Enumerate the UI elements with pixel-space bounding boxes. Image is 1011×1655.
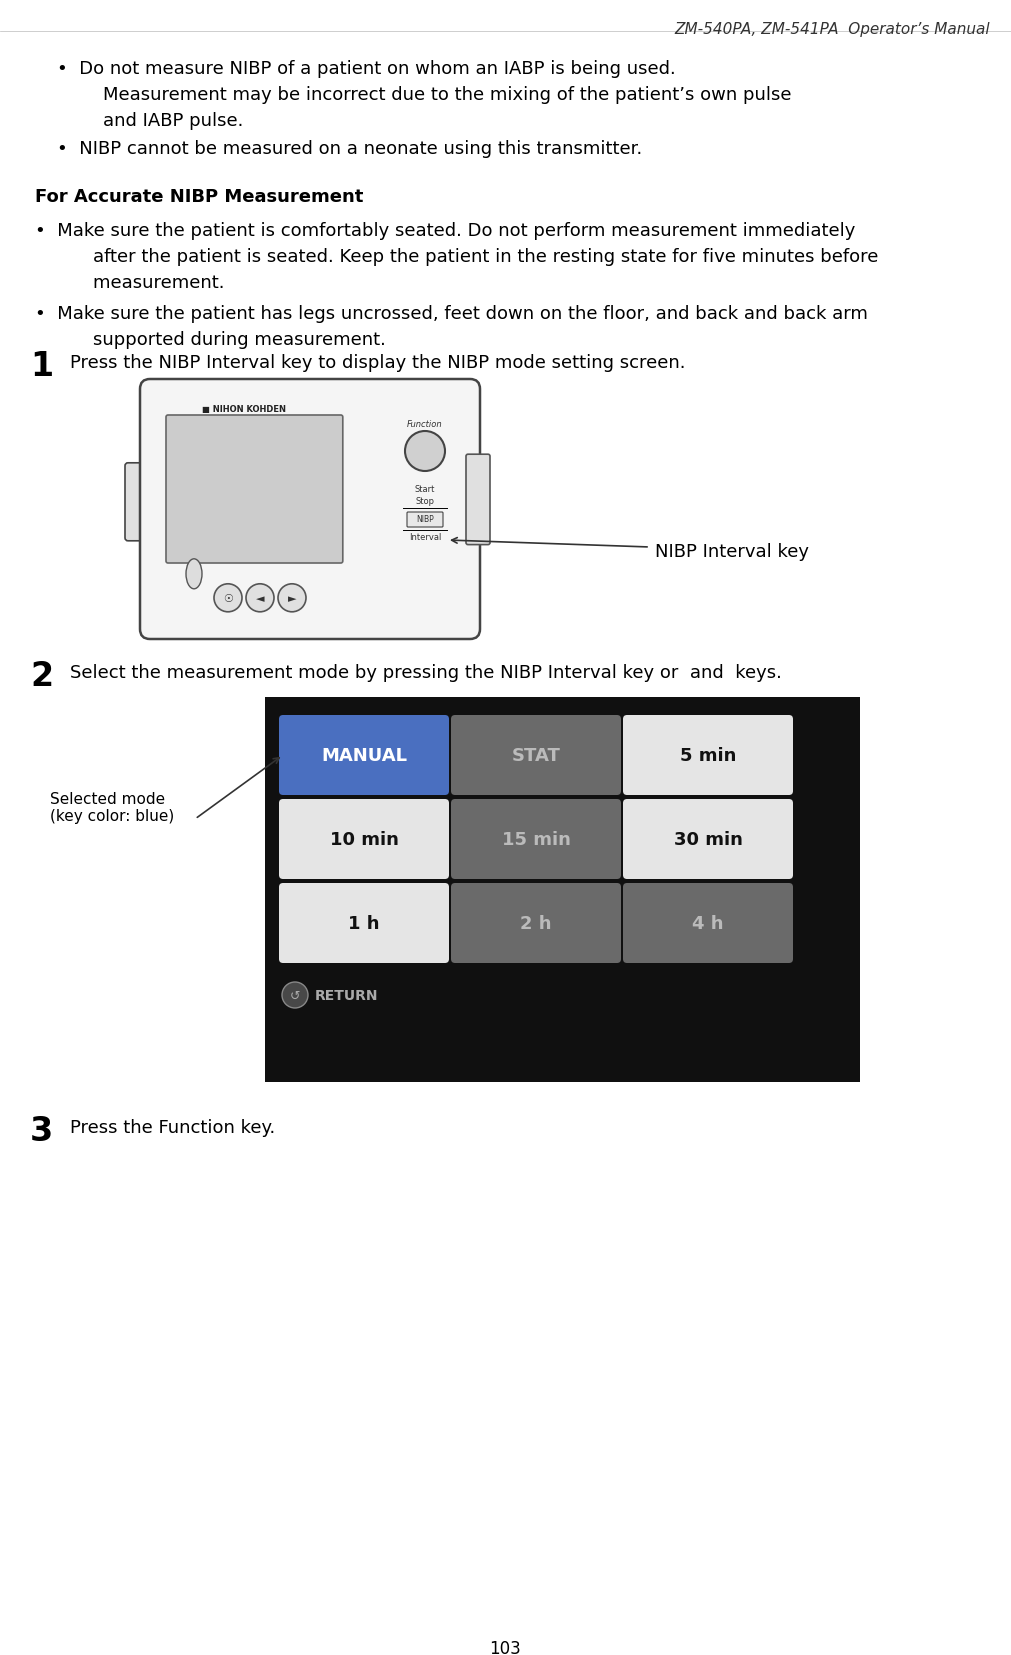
Text: after the patient is seated. Keep the patient in the resting state for five minu: after the patient is seated. Keep the pa…	[70, 248, 879, 266]
Text: NIBP Interval key: NIBP Interval key	[655, 543, 809, 561]
FancyBboxPatch shape	[466, 455, 490, 544]
Text: NIBP: NIBP	[417, 515, 434, 525]
Text: measurement.: measurement.	[70, 273, 224, 291]
Text: MANUAL: MANUAL	[321, 746, 407, 765]
FancyBboxPatch shape	[623, 884, 793, 963]
Text: ↺: ↺	[290, 990, 300, 1001]
Text: •  NIBP cannot be measured on a neonate using this transmitter.: • NIBP cannot be measured on a neonate u…	[57, 141, 642, 157]
Text: ■ NIHON KOHDEN: ■ NIHON KOHDEN	[202, 405, 286, 414]
Text: STAT: STAT	[512, 746, 560, 765]
Text: Select the measurement mode by pressing the NIBP Interval key or  and  keys.: Select the measurement mode by pressing …	[70, 664, 782, 682]
Text: 15 min: 15 min	[501, 831, 570, 849]
Text: Interval: Interval	[408, 533, 441, 541]
FancyBboxPatch shape	[265, 697, 860, 1082]
Circle shape	[246, 584, 274, 612]
Text: 2: 2	[30, 660, 54, 692]
FancyBboxPatch shape	[279, 884, 449, 963]
Circle shape	[282, 983, 308, 1008]
FancyBboxPatch shape	[279, 799, 449, 879]
Text: 4 h: 4 h	[693, 915, 724, 932]
Text: Measurement may be incorrect due to the mixing of the patient’s own pulse: Measurement may be incorrect due to the …	[80, 86, 792, 104]
FancyBboxPatch shape	[451, 799, 621, 879]
FancyBboxPatch shape	[623, 715, 793, 796]
Text: Selected mode
(key color: blue): Selected mode (key color: blue)	[50, 791, 174, 824]
Text: Function: Function	[407, 420, 443, 429]
Circle shape	[214, 584, 242, 612]
Text: supported during measurement.: supported during measurement.	[70, 331, 386, 349]
Text: Press the NIBP Interval key to display the NIBP mode setting screen.: Press the NIBP Interval key to display t…	[70, 354, 685, 372]
Text: Stop: Stop	[416, 496, 435, 506]
Text: and IABP pulse.: and IABP pulse.	[80, 113, 244, 131]
Text: 1: 1	[30, 349, 54, 382]
FancyBboxPatch shape	[623, 799, 793, 879]
FancyBboxPatch shape	[407, 513, 443, 528]
Text: ☉: ☉	[223, 594, 233, 604]
Text: 10 min: 10 min	[330, 831, 398, 849]
FancyBboxPatch shape	[140, 379, 480, 639]
FancyBboxPatch shape	[166, 415, 343, 564]
FancyBboxPatch shape	[451, 884, 621, 963]
Text: 30 min: 30 min	[673, 831, 742, 849]
Text: 103: 103	[489, 1638, 521, 1655]
Text: For Accurate NIBP Measurement: For Accurate NIBP Measurement	[35, 189, 363, 205]
Text: 1 h: 1 h	[348, 915, 380, 932]
Text: 3: 3	[30, 1114, 54, 1147]
Text: •  Make sure the patient is comfortably seated. Do not perform measurement immed: • Make sure the patient is comfortably s…	[35, 222, 855, 240]
Text: ZM-540PA, ZM-541PA  Operator’s Manual: ZM-540PA, ZM-541PA Operator’s Manual	[674, 22, 990, 36]
Text: •  Make sure the patient has legs uncrossed, feet down on the floor, and back an: • Make sure the patient has legs uncross…	[35, 305, 867, 323]
Text: RETURN: RETURN	[315, 988, 378, 1003]
FancyBboxPatch shape	[451, 715, 621, 796]
Text: ◄: ◄	[256, 594, 264, 604]
Text: •  Do not measure NIBP of a patient on whom an IABP is being used.: • Do not measure NIBP of a patient on wh…	[57, 60, 675, 78]
Text: ►: ►	[288, 594, 296, 604]
FancyBboxPatch shape	[279, 715, 449, 796]
Ellipse shape	[186, 559, 202, 589]
Text: Start: Start	[415, 485, 435, 493]
FancyBboxPatch shape	[125, 463, 155, 541]
Circle shape	[278, 584, 306, 612]
Text: 2 h: 2 h	[521, 915, 552, 932]
Circle shape	[405, 432, 445, 472]
Text: Press the Function key.: Press the Function key.	[70, 1119, 275, 1137]
Text: 5 min: 5 min	[679, 746, 736, 765]
